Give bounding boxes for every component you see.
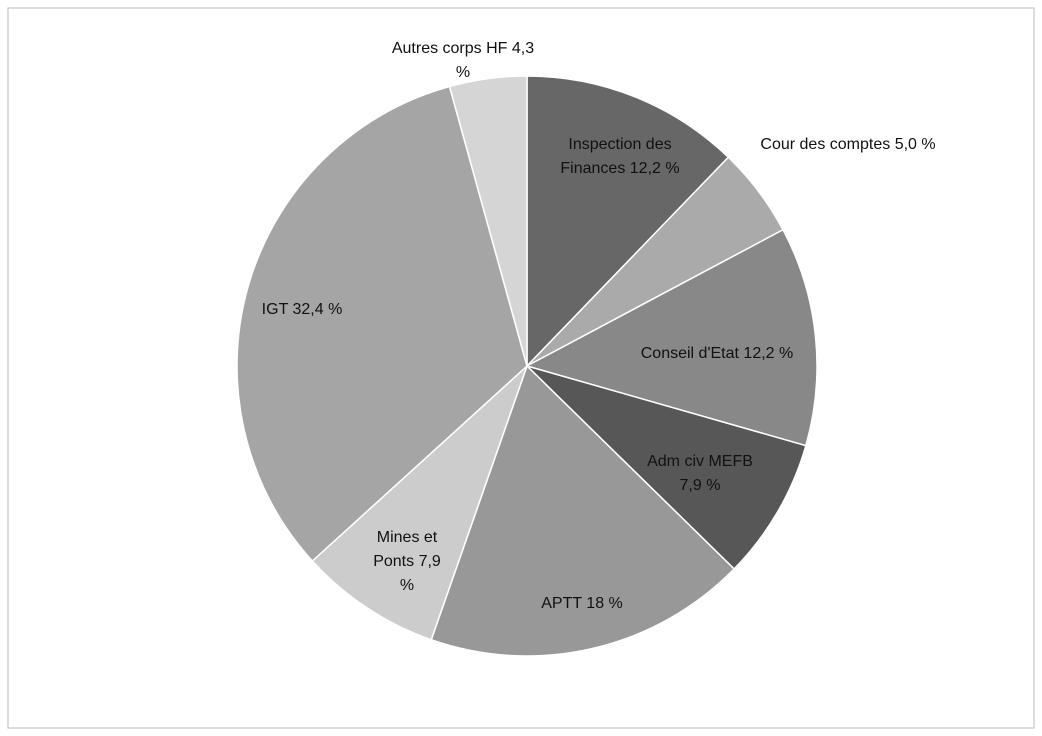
slice-label: Mines et Ponts 7,9 % (367, 526, 447, 598)
value-label: 12,2 % (743, 345, 794, 362)
value-label: 32,4 % (292, 301, 343, 318)
category-label: Mines et Ponts (373, 529, 438, 570)
value-label: 5,0 % (894, 136, 936, 153)
value-label: 12,2 % (629, 160, 680, 177)
category-label: Cour des comptes (760, 136, 891, 153)
value-label: 18 % (586, 595, 623, 612)
slice-label: Autres corps HF 4,3 % (383, 37, 543, 85)
pie-slice (525, 228, 818, 447)
pie-slice (526, 365, 807, 571)
pie-slice (526, 75, 730, 368)
slice-label: IGT 32,4 % (202, 298, 402, 322)
value-label: 7,9 % (399, 553, 441, 594)
value-label: 4,3 % (455, 40, 535, 81)
category-label: Conseil d'Etat (640, 345, 739, 362)
pie-slice (311, 365, 528, 641)
pie-slice (430, 364, 736, 657)
pie-slice (448, 75, 528, 367)
category-label: IGT (261, 301, 289, 318)
slice-label: Cour des comptes 5,0 % (758, 133, 938, 157)
pie-slice (236, 85, 528, 563)
value-label: 7,9 % (679, 477, 721, 494)
category-label: APTT (541, 595, 582, 612)
category-label: Autres corps HF (391, 40, 508, 57)
slice-label: APTT 18 % (482, 592, 682, 616)
category-label: Adm civ MEFB (647, 453, 753, 470)
slice-label: Conseil d'Etat 12,2 % (638, 342, 796, 366)
slice-label: Inspection des Finances 12,2 % (540, 133, 700, 181)
slice-label: Adm civ MEFB 7,9 % (635, 450, 765, 498)
category-label: Inspection des Finances (560, 136, 672, 177)
